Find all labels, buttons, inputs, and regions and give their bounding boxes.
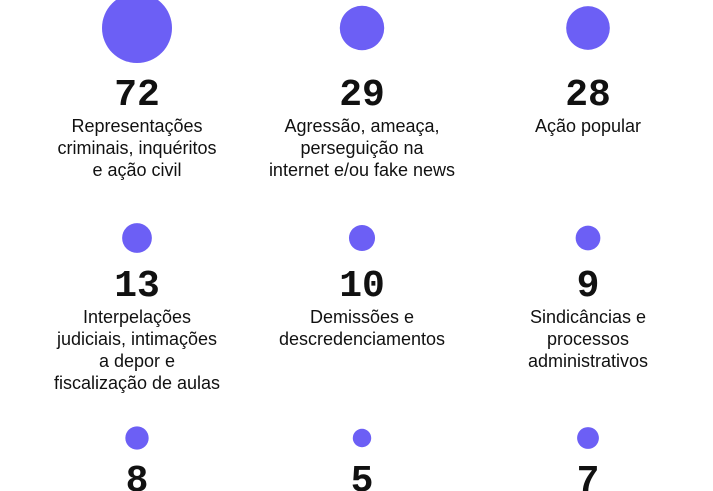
category-label: Agressão, ameaça, perseguição na interne…: [268, 116, 456, 180]
bubble: [352, 428, 372, 448]
bubble: [577, 427, 599, 449]
category-label: Interpelações judiciais, intimações a de…: [53, 307, 221, 393]
bubble: [566, 6, 610, 50]
bubble: [339, 5, 385, 51]
value-label: 28: [565, 74, 611, 117]
value-label: 29: [339, 74, 385, 117]
bubble: [575, 225, 601, 251]
category-label: Sindicâncias e processos administrativos: [527, 307, 649, 371]
bubble: [122, 223, 152, 253]
value-label: 10: [339, 265, 385, 308]
value-label: 9: [577, 265, 600, 308]
bubble: [102, 0, 172, 63]
value-label: 8: [126, 460, 149, 491]
value-label: 5: [351, 460, 374, 491]
bubble: [125, 426, 149, 450]
value-label: 7: [577, 460, 600, 491]
value-label: 72: [114, 74, 160, 117]
category-label: Representações criminais, inquéritos e a…: [57, 116, 217, 180]
category-label: Ação popular: [534, 116, 642, 136]
bubble: [348, 224, 376, 252]
value-label: 13: [114, 265, 160, 308]
category-label: Demissões e descredenciamentos: [278, 307, 446, 349]
